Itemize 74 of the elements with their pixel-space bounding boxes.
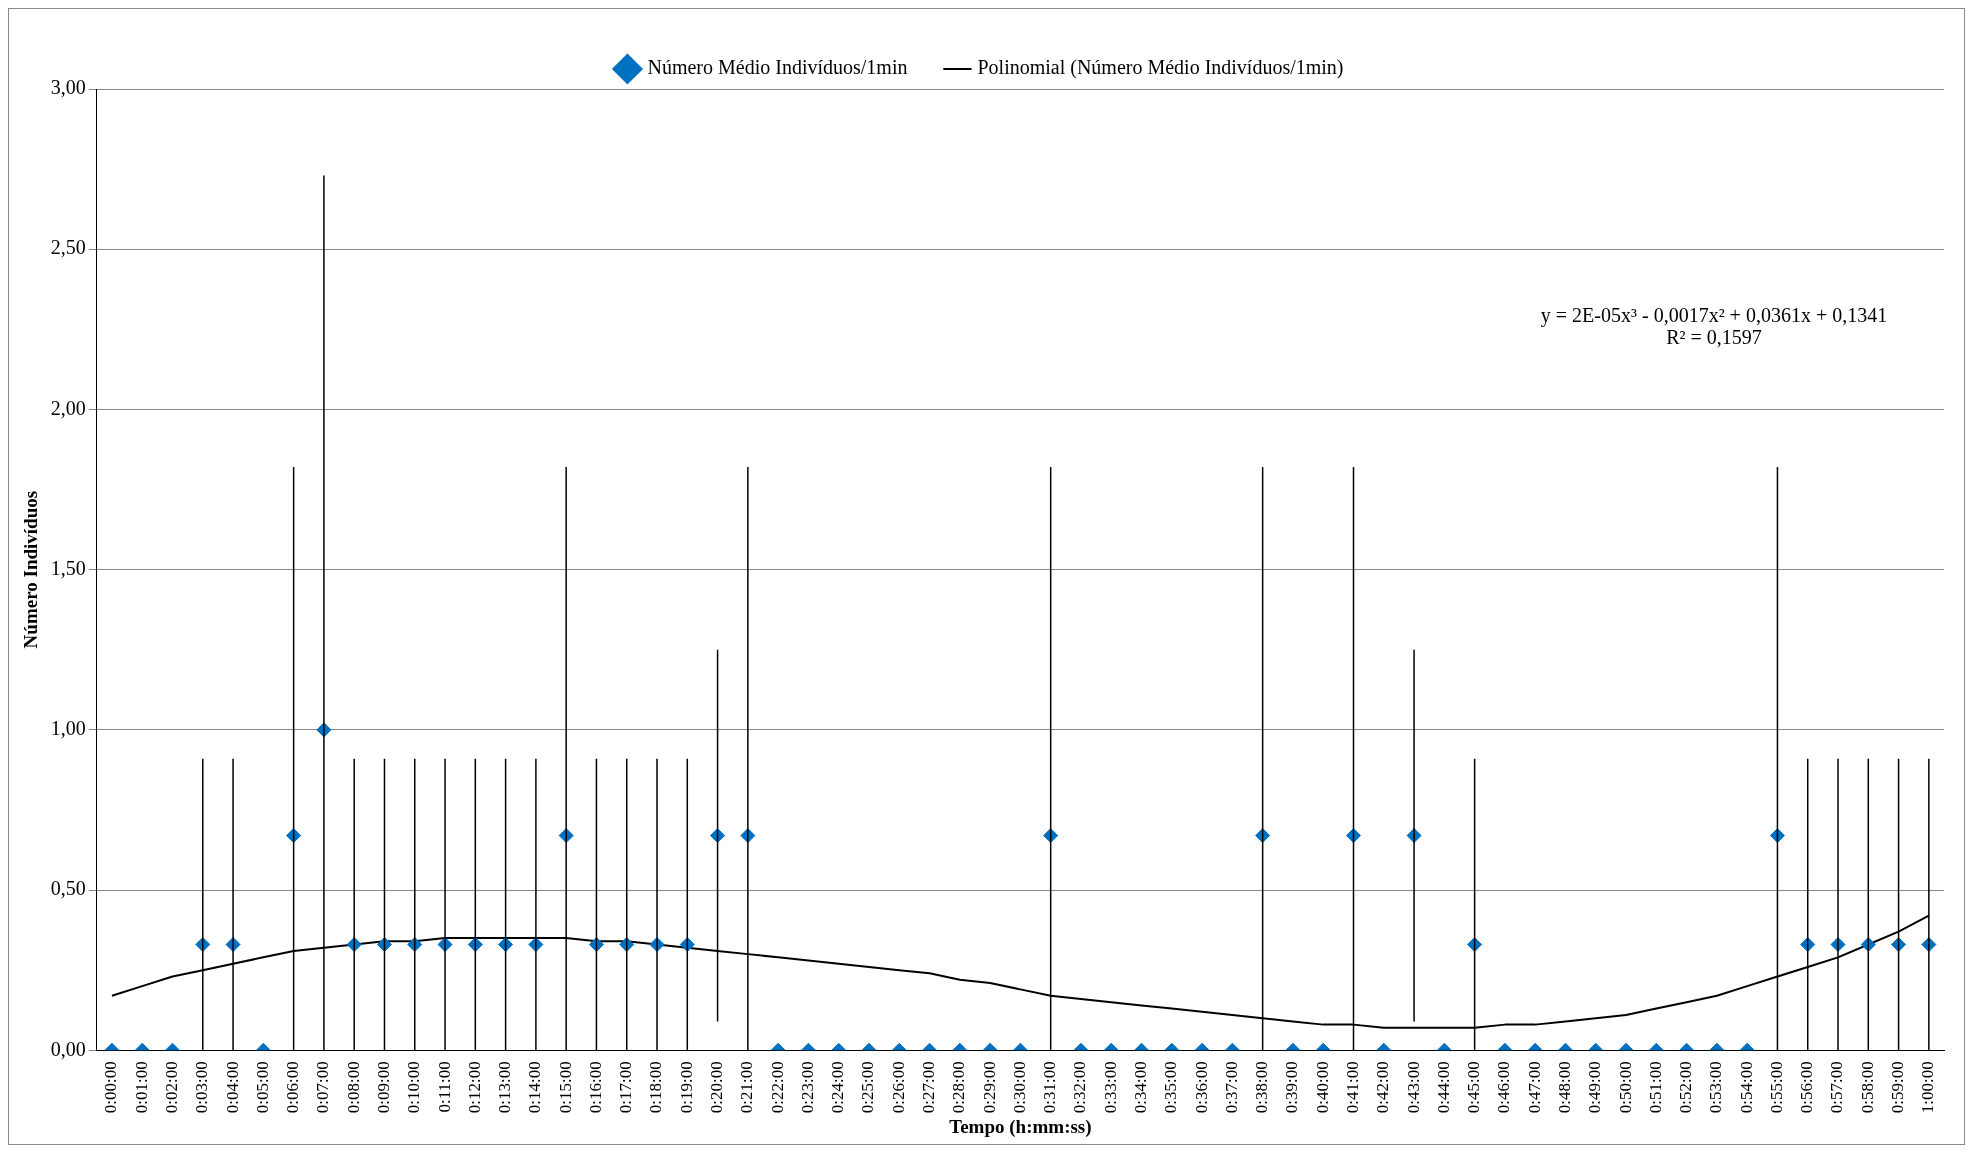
x-tick-label: 0:39:00 [1282, 1061, 1302, 1114]
legend-label: Número Médio Indivíduos/1min [647, 56, 908, 79]
x-tick-label: 0:14:00 [525, 1061, 545, 1114]
x-tick-label: 0:15:00 [555, 1061, 575, 1114]
x-tick-label: 0:23:00 [797, 1061, 817, 1114]
x-tick-label: 0:21:00 [737, 1061, 757, 1114]
x-tick-label: 0:35:00 [1161, 1061, 1181, 1114]
x-tick-label: 0:29:00 [979, 1061, 999, 1114]
x-tick-label: 0:24:00 [828, 1061, 848, 1114]
x-tick-label: 0:01:00 [131, 1061, 151, 1114]
x-tick-label: 0:49:00 [1585, 1061, 1605, 1114]
x-tick-label: 0:55:00 [1766, 1061, 1786, 1114]
x-tick-label: 0:50:00 [1615, 1061, 1635, 1114]
x-tick-label: 0:02:00 [161, 1061, 181, 1114]
x-tick-label: 0:57:00 [1827, 1061, 1847, 1114]
x-tick-label: 0:07:00 [313, 1061, 333, 1114]
x-tick-label: 0:27:00 [919, 1061, 939, 1114]
x-tick-label: 0:47:00 [1524, 1061, 1544, 1114]
x-tick-label: 0:52:00 [1676, 1061, 1696, 1114]
y-tick-label: 0,00 [50, 1037, 86, 1060]
x-tick-label: 0:46:00 [1494, 1061, 1514, 1114]
x-tick-label: 0:16:00 [585, 1061, 605, 1114]
x-tick-label: 0:58:00 [1857, 1061, 1877, 1114]
x-tick-label: 0:36:00 [1191, 1061, 1211, 1114]
x-tick-label: 0:44:00 [1433, 1061, 1453, 1114]
x-tick-label: 0:09:00 [373, 1061, 393, 1114]
x-tick-label: 0:10:00 [404, 1061, 424, 1114]
x-tick-label: 0:12:00 [464, 1061, 484, 1114]
x-tick-label: 0:31:00 [1040, 1061, 1060, 1114]
x-tick-label: 0:33:00 [1100, 1061, 1120, 1114]
x-tick-label: 0:37:00 [1221, 1061, 1241, 1114]
x-tick-label: 0:32:00 [1070, 1061, 1090, 1114]
x-tick-label: 0:11:00 [434, 1061, 454, 1113]
y-tick-label: 0,50 [50, 877, 86, 900]
y-tick-label: 3,00 [50, 76, 86, 99]
x-tick-label: 0:45:00 [1464, 1061, 1484, 1114]
x-tick-label: 0:06:00 [283, 1061, 303, 1114]
x-tick-label: 0:19:00 [676, 1061, 696, 1114]
x-tick-label: 0:13:00 [495, 1061, 515, 1114]
x-tick-label: 0:22:00 [767, 1061, 787, 1114]
x-tick-label: 0:38:00 [1252, 1061, 1272, 1114]
x-tick-label: 0:48:00 [1554, 1061, 1574, 1114]
x-tick-label: 0:26:00 [888, 1061, 908, 1114]
annotation: y = 2E-05x³ - 0,0017x² + 0,0361x + 0,1341 [1540, 304, 1888, 328]
x-tick-label: 0:59:00 [1888, 1061, 1908, 1114]
x-tick-label: 0:04:00 [222, 1061, 242, 1114]
x-tick-label: 0:00:00 [101, 1061, 121, 1114]
x-tick-label: 0:20:00 [707, 1061, 727, 1114]
x-tick-label: 0:40:00 [1312, 1061, 1332, 1114]
annotation: R² = 0,1597 [1666, 326, 1762, 349]
x-tick-label: 0:51:00 [1645, 1061, 1665, 1114]
x-axis-title: Tempo (h:mm:ss) [949, 1115, 1092, 1138]
x-tick-label: 0:18:00 [646, 1061, 666, 1114]
x-tick-label: 0:53:00 [1706, 1061, 1726, 1114]
x-tick-label: 0:34:00 [1131, 1061, 1150, 1114]
x-tick-label: 0:03:00 [192, 1061, 212, 1114]
x-tick-label: 0:28:00 [949, 1061, 969, 1114]
x-tick-label: 0:25:00 [858, 1061, 878, 1114]
x-tick-label: 0:42:00 [1373, 1061, 1393, 1114]
x-tick-label: 0:43:00 [1403, 1061, 1423, 1114]
x-tick-label: 1:00:00 [1918, 1061, 1938, 1114]
y-axis-title: Número Indivíduos [20, 490, 42, 649]
x-tick-label: 0:54:00 [1736, 1061, 1756, 1114]
y-tick-label: 2,00 [50, 396, 86, 419]
legend-label: Polinomial (Número Médio Indivíduos/1min) [977, 56, 1344, 80]
x-tick-label: 0:17:00 [616, 1061, 636, 1114]
x-tick-label: 0:41:00 [1342, 1061, 1362, 1114]
y-tick-label: 2,50 [50, 236, 86, 259]
x-tick-label: 0:56:00 [1797, 1061, 1817, 1114]
x-tick-label: 0:30:00 [1009, 1061, 1029, 1114]
x-tick-label: 0:05:00 [252, 1061, 272, 1114]
y-tick-label: 1,50 [50, 556, 86, 579]
y-tick-label: 1,00 [50, 717, 86, 740]
x-tick-label: 0:08:00 [343, 1061, 363, 1114]
